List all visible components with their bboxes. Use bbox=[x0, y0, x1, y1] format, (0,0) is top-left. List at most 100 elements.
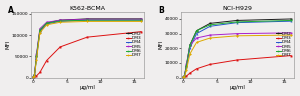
DM7 bbox=[184, 70, 188, 71]
Line: DM4: DM4 bbox=[32, 19, 142, 78]
DM6 bbox=[289, 20, 293, 21]
Legend: DM2, DM3, DM4, DM5, DM6, DM7: DM2, DM3, DM4, DM5, DM6, DM7 bbox=[125, 31, 142, 58]
DM6 bbox=[139, 20, 143, 21]
DM5 bbox=[38, 28, 42, 29]
DM5 bbox=[33, 75, 36, 76]
DM5 bbox=[182, 77, 185, 78]
DM2 bbox=[32, 77, 35, 78]
Title: NCI-H929: NCI-H929 bbox=[223, 6, 253, 11]
DM6 bbox=[195, 30, 198, 31]
DM6 bbox=[188, 45, 192, 46]
DM4 bbox=[58, 21, 62, 22]
DM5 bbox=[188, 45, 192, 46]
DM7 bbox=[139, 21, 143, 22]
Line: DM3: DM3 bbox=[182, 55, 292, 78]
DM6 bbox=[33, 75, 36, 76]
DM3 bbox=[188, 73, 192, 74]
DM5 bbox=[45, 22, 48, 23]
DM6 bbox=[32, 77, 35, 78]
DM7 bbox=[195, 42, 198, 43]
DM4 bbox=[85, 20, 89, 21]
DM5 bbox=[195, 37, 198, 39]
DM3 bbox=[58, 46, 62, 48]
Y-axis label: MFI: MFI bbox=[158, 40, 164, 49]
DM3 bbox=[33, 77, 36, 78]
DM3 bbox=[195, 68, 198, 69]
DM5 bbox=[139, 19, 143, 20]
DM2 bbox=[35, 56, 38, 57]
DM3 bbox=[289, 55, 293, 56]
DM2 bbox=[139, 18, 143, 19]
Line: DM6: DM6 bbox=[32, 19, 142, 78]
DM7 bbox=[58, 22, 62, 23]
DM6 bbox=[45, 23, 48, 24]
Line: DM2: DM2 bbox=[182, 18, 292, 78]
Line: DM3: DM3 bbox=[32, 31, 142, 78]
DM3 bbox=[35, 75, 38, 76]
DM3 bbox=[32, 77, 35, 78]
DM4 bbox=[45, 23, 48, 25]
DM4 bbox=[184, 67, 188, 68]
DM7 bbox=[208, 37, 212, 39]
Title: K562-BCMA: K562-BCMA bbox=[70, 6, 106, 11]
DM3 bbox=[183, 77, 186, 78]
DM5 bbox=[35, 54, 38, 55]
DM3 bbox=[85, 37, 89, 38]
DM7 bbox=[38, 32, 42, 34]
DM6 bbox=[182, 77, 185, 78]
Legend: DM2, DM3, DM4, DM5, DM6, DM7: DM2, DM3, DM4, DM5, DM6, DM7 bbox=[275, 31, 292, 58]
DM4 bbox=[188, 48, 192, 49]
Line: DM5: DM5 bbox=[32, 18, 142, 78]
DM7 bbox=[289, 34, 293, 36]
DM2 bbox=[208, 23, 212, 24]
DM6 bbox=[183, 76, 186, 77]
DM4 bbox=[182, 77, 185, 78]
DM4 bbox=[35, 58, 38, 59]
DM4 bbox=[139, 20, 143, 21]
Text: B: B bbox=[158, 6, 164, 15]
DM7 bbox=[45, 24, 48, 25]
DM4 bbox=[195, 33, 198, 34]
X-axis label: μg/ml: μg/ml bbox=[80, 85, 96, 90]
DM7 bbox=[182, 77, 185, 78]
DM6 bbox=[235, 21, 239, 22]
DM4 bbox=[289, 21, 293, 22]
DM6 bbox=[85, 20, 89, 21]
DM2 bbox=[85, 18, 89, 19]
DM2 bbox=[38, 30, 42, 31]
DM5 bbox=[32, 77, 35, 78]
Y-axis label: MFI: MFI bbox=[6, 40, 10, 49]
DM2 bbox=[195, 30, 198, 31]
DM2 bbox=[235, 20, 239, 21]
DM7 bbox=[183, 76, 186, 77]
DM7 bbox=[35, 59, 38, 60]
Line: DM7: DM7 bbox=[32, 20, 142, 78]
DM2 bbox=[33, 75, 36, 76]
DM4 bbox=[32, 77, 35, 78]
DM3 bbox=[208, 64, 212, 65]
Line: DM4: DM4 bbox=[182, 20, 292, 78]
DM7 bbox=[33, 75, 36, 76]
DM5 bbox=[235, 33, 239, 34]
DM5 bbox=[184, 64, 188, 65]
DM7 bbox=[235, 35, 239, 36]
DM6 bbox=[35, 56, 38, 57]
DM2 bbox=[184, 65, 188, 66]
DM2 bbox=[58, 20, 62, 21]
DM5 bbox=[289, 32, 293, 33]
DM3 bbox=[182, 77, 185, 78]
Line: DM5: DM5 bbox=[182, 32, 292, 78]
DM4 bbox=[38, 31, 42, 32]
DM3 bbox=[139, 31, 143, 32]
Line: DM6: DM6 bbox=[182, 19, 292, 78]
DM2 bbox=[289, 18, 293, 20]
DM6 bbox=[38, 29, 42, 31]
DM4 bbox=[183, 76, 186, 77]
DM2 bbox=[45, 23, 48, 24]
DM6 bbox=[58, 20, 62, 22]
DM7 bbox=[32, 77, 35, 78]
DM6 bbox=[184, 65, 188, 66]
DM3 bbox=[38, 72, 42, 73]
DM3 bbox=[45, 60, 48, 61]
DM4 bbox=[208, 26, 212, 27]
